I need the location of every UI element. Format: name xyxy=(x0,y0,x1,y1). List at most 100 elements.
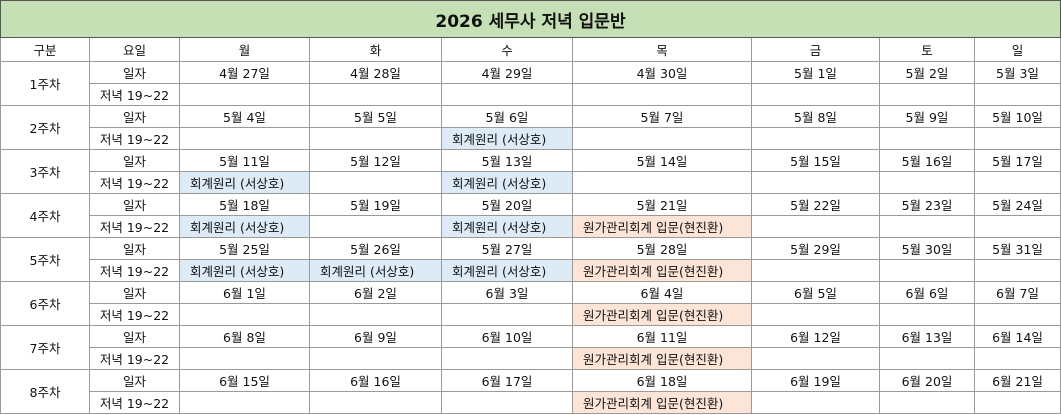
week-label: 3주차 xyxy=(0,150,90,194)
class-cell: 회계원리 (서상호) xyxy=(310,260,442,282)
row-label: 일자 xyxy=(90,194,180,216)
empty-cell xyxy=(880,392,975,414)
column-header: 목 xyxy=(573,38,752,62)
empty-cell xyxy=(975,216,1061,238)
empty-cell xyxy=(975,260,1061,282)
empty-cell xyxy=(880,260,975,282)
date-cell: 5월 12일 xyxy=(310,150,442,172)
column-header: 일 xyxy=(975,38,1061,62)
empty-cell xyxy=(310,128,442,150)
empty-cell xyxy=(975,304,1061,326)
row-label: 저녁 19~22 xyxy=(90,348,180,370)
class-cell: 원가관리회계 입문(현진환) xyxy=(573,216,752,238)
date-cell: 5월 23일 xyxy=(880,194,975,216)
empty-cell xyxy=(880,348,975,370)
week-label: 1주차 xyxy=(0,62,90,106)
date-cell: 6월 8일 xyxy=(180,326,310,348)
date-cell: 5월 16일 xyxy=(880,150,975,172)
date-cell: 4월 29일 xyxy=(442,62,573,84)
empty-cell xyxy=(880,216,975,238)
row-label: 일자 xyxy=(90,150,180,172)
class-cell: 원가관리회계 입문(현진환) xyxy=(573,392,752,414)
date-cell: 6월 13일 xyxy=(880,326,975,348)
week-label: 4주차 xyxy=(0,194,90,238)
date-cell: 6월 7일 xyxy=(975,282,1061,304)
date-cell: 5월 30일 xyxy=(880,238,975,260)
empty-cell xyxy=(752,348,880,370)
date-cell: 6월 14일 xyxy=(975,326,1061,348)
column-header: 화 xyxy=(310,38,442,62)
empty-cell xyxy=(752,304,880,326)
empty-cell xyxy=(442,84,573,106)
date-cell: 5월 29일 xyxy=(752,238,880,260)
date-cell: 6월 17일 xyxy=(442,370,573,392)
empty-cell xyxy=(880,84,975,106)
date-cell: 5월 2일 xyxy=(880,62,975,84)
date-cell: 5월 28일 xyxy=(573,238,752,260)
row-label: 일자 xyxy=(90,370,180,392)
row-label: 저녁 19~22 xyxy=(90,216,180,238)
class-cell: 회계원리 (서상호) xyxy=(180,216,310,238)
date-cell: 5월 18일 xyxy=(180,194,310,216)
empty-cell xyxy=(975,348,1061,370)
row-label: 저녁 19~22 xyxy=(90,172,180,194)
date-cell: 5월 22일 xyxy=(752,194,880,216)
date-cell: 5월 24일 xyxy=(975,194,1061,216)
empty-cell xyxy=(310,304,442,326)
empty-cell xyxy=(310,172,442,194)
empty-cell xyxy=(975,392,1061,414)
empty-cell xyxy=(573,172,752,194)
empty-cell xyxy=(310,392,442,414)
empty-cell xyxy=(180,84,310,106)
date-cell: 6월 16일 xyxy=(310,370,442,392)
row-label: 일자 xyxy=(90,282,180,304)
row-label: 저녁 19~22 xyxy=(90,128,180,150)
date-cell: 5월 9일 xyxy=(880,106,975,128)
empty-cell xyxy=(880,128,975,150)
date-cell: 4월 27일 xyxy=(180,62,310,84)
date-cell: 5월 3일 xyxy=(975,62,1061,84)
empty-cell xyxy=(442,348,573,370)
date-cell: 5월 6일 xyxy=(442,106,573,128)
date-cell: 6월 1일 xyxy=(180,282,310,304)
date-cell: 6월 9일 xyxy=(310,326,442,348)
empty-cell xyxy=(180,128,310,150)
class-cell: 원가관리회계 입문(현진환) xyxy=(573,348,752,370)
row-label: 저녁 19~22 xyxy=(90,304,180,326)
date-cell: 5월 20일 xyxy=(442,194,573,216)
date-cell: 6월 20일 xyxy=(880,370,975,392)
empty-cell xyxy=(752,392,880,414)
empty-cell xyxy=(752,128,880,150)
empty-cell xyxy=(180,392,310,414)
empty-cell xyxy=(975,128,1061,150)
date-cell: 5월 31일 xyxy=(975,238,1061,260)
row-label: 일자 xyxy=(90,238,180,260)
date-cell: 6월 5일 xyxy=(752,282,880,304)
date-cell: 6월 21일 xyxy=(975,370,1061,392)
week-label: 2주차 xyxy=(0,106,90,150)
empty-cell xyxy=(442,304,573,326)
empty-cell xyxy=(180,304,310,326)
empty-cell xyxy=(752,84,880,106)
date-cell: 6월 3일 xyxy=(442,282,573,304)
date-cell: 5월 4일 xyxy=(180,106,310,128)
date-cell: 5월 27일 xyxy=(442,238,573,260)
date-cell: 5월 25일 xyxy=(180,238,310,260)
date-cell: 5월 1일 xyxy=(752,62,880,84)
date-cell: 6월 10일 xyxy=(442,326,573,348)
empty-cell xyxy=(573,84,752,106)
empty-cell xyxy=(975,172,1061,194)
empty-cell xyxy=(975,84,1061,106)
sheet-title: 2026 세무사 저녁 입문반 xyxy=(0,0,1061,38)
date-cell: 6월 12일 xyxy=(752,326,880,348)
empty-cell xyxy=(573,128,752,150)
date-cell: 5월 11일 xyxy=(180,150,310,172)
date-cell: 5월 21일 xyxy=(573,194,752,216)
row-label: 일자 xyxy=(90,62,180,84)
empty-cell xyxy=(880,172,975,194)
empty-cell xyxy=(752,172,880,194)
date-cell: 5월 8일 xyxy=(752,106,880,128)
date-cell: 5월 5일 xyxy=(310,106,442,128)
date-cell: 5월 10일 xyxy=(975,106,1061,128)
